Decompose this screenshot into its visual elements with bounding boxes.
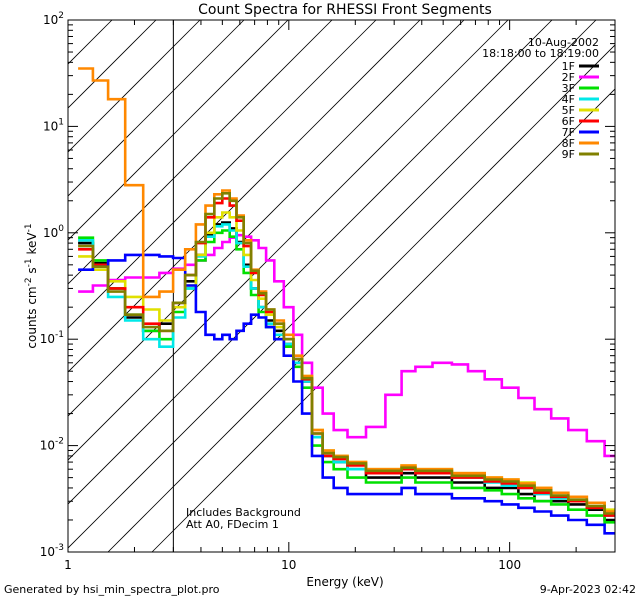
hatch-line <box>68 20 201 153</box>
date-label: 10-Aug-2002 <box>528 36 599 49</box>
background-note: Includes Background <box>186 506 301 519</box>
legend-label-2F: 2F <box>562 71 575 84</box>
generation-timestamp: 9-Apr-2023 02:42 <box>539 583 636 596</box>
x-tick-label: 1 <box>64 558 72 572</box>
legend-label-4F: 4F <box>562 93 575 106</box>
series-line-2F <box>78 233 615 458</box>
series-line-9F <box>78 192 615 515</box>
legend-label-3F: 3F <box>562 82 575 95</box>
hatch-line <box>107 44 615 552</box>
hatch-line <box>68 20 333 285</box>
hatch-line <box>68 20 509 461</box>
y-tick-label: 10-2 <box>40 437 64 453</box>
y-tick-label: 101 <box>43 117 64 133</box>
axes-group: 1 10 100 10-3 10-2 10-1 100 101 102 <box>40 11 616 572</box>
spectra-series-group <box>78 67 615 535</box>
y-tick-label: 100 <box>43 224 64 240</box>
hatch-line <box>68 20 597 549</box>
legend-label-7F: 7F <box>562 126 575 139</box>
hatch-line <box>68 20 69 21</box>
time-range-label: 18:18:00 to 18:19:00 <box>482 47 599 60</box>
x-tick-label: 100 <box>498 558 521 572</box>
y-tick-label: 102 <box>43 11 64 27</box>
y-tick-label: 10-1 <box>40 330 64 346</box>
chart-title: Count Spectra for RHESSI Front Segments <box>198 2 492 18</box>
hatch-line <box>68 20 377 329</box>
legend-label-8F: 8F <box>562 137 575 150</box>
hatch-line <box>68 20 553 505</box>
legend-label-1F: 1F <box>562 60 575 73</box>
hatch-line <box>68 20 465 417</box>
legend-label-9F: 9F <box>562 148 575 161</box>
attenuator-note: Att A0, FDecim 1 <box>186 518 279 531</box>
y-axis-label: counts cm-2 s-1 keV-1 <box>24 223 39 348</box>
legend-label-5F: 5F <box>562 104 575 117</box>
legend-label-6F: 6F <box>562 115 575 128</box>
x-tick-label: 10 <box>281 558 296 572</box>
y-tick-label: 10-3 <box>40 543 64 559</box>
generator-credit: Generated by hsi_min_spectra_plot.pro <box>4 583 220 596</box>
hatch-line <box>68 20 289 241</box>
plot-frame <box>67 19 616 553</box>
hatch-line <box>68 20 245 197</box>
hatch-line <box>68 20 421 373</box>
x-axis-label: Energy (keV) <box>306 575 383 589</box>
